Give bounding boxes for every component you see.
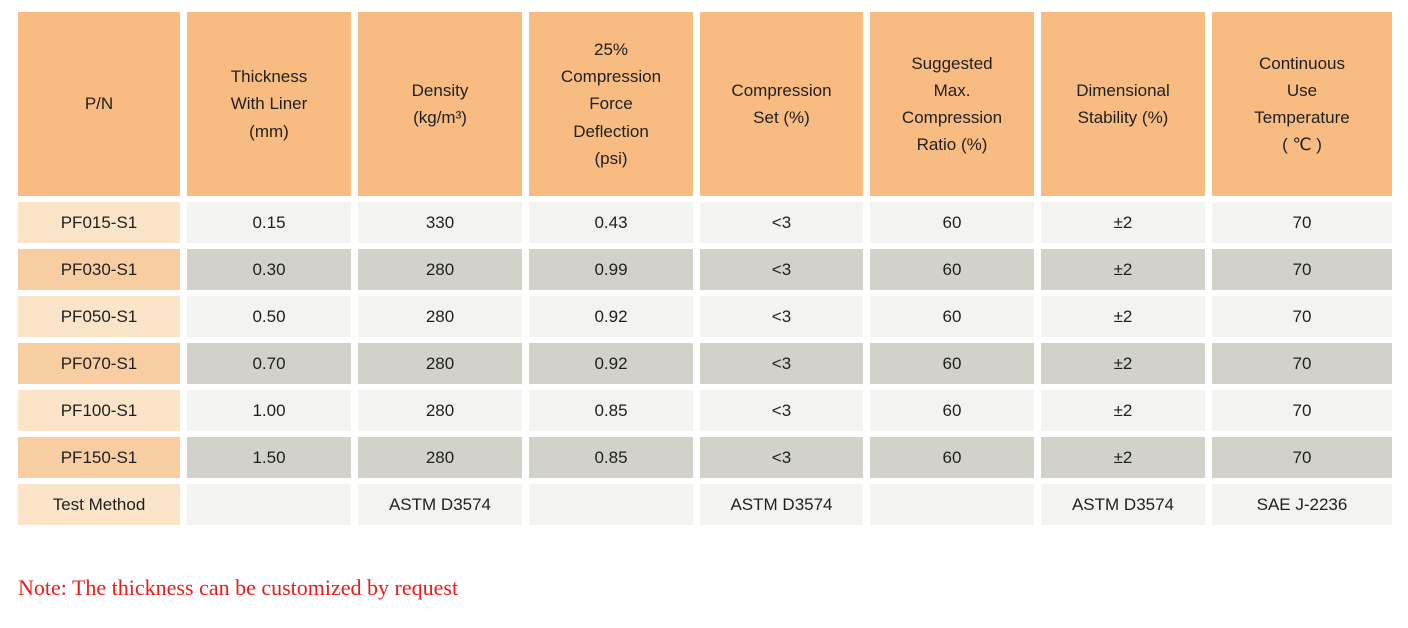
cfd-cell: 0.43: [529, 202, 693, 243]
max-compression-ratio-cell: [870, 484, 1034, 525]
cfd-cell: [529, 484, 693, 525]
table-row-pf150-s1: PF150-S1 1.50 280 0.85 <3 60 ±2 70: [18, 437, 1392, 478]
density-cell: 280: [358, 390, 522, 431]
continuous-use-temp-cell: 70: [1212, 437, 1392, 478]
dimensional-stability-cell: ±2: [1041, 390, 1205, 431]
dimensional-stability-cell: ASTM D3574: [1041, 484, 1205, 525]
thickness-cell: 0.15: [187, 202, 351, 243]
cfd-cell: 0.92: [529, 296, 693, 337]
product-spec-table: P/N Thickness With Liner (mm) Density (k…: [11, 6, 1399, 531]
dimensional-stability-cell: ±2: [1041, 202, 1205, 243]
continuous-use-temp-cell: 70: [1212, 390, 1392, 431]
thickness-cell: 0.50: [187, 296, 351, 337]
max-compression-ratio-cell: 60: [870, 249, 1034, 290]
thickness-cell: 1.50: [187, 437, 351, 478]
continuous-use-temp-cell: 70: [1212, 343, 1392, 384]
density-cell: 280: [358, 249, 522, 290]
column-header-continuous-use-temperature: Continuous Use Temperature ( ℃ ): [1212, 12, 1392, 196]
cfd-cell: 0.99: [529, 249, 693, 290]
compression-set-cell: <3: [700, 202, 863, 243]
note-text: Note: The thickness can be customized by…: [18, 575, 459, 600]
max-compression-ratio-cell: 60: [870, 390, 1034, 431]
continuous-use-temp-cell: SAE J-2236: [1212, 484, 1392, 525]
compression-set-cell: <3: [700, 390, 863, 431]
column-header-pn: P/N: [18, 12, 180, 196]
table-row-pf015-s1: PF015-S1 0.15 330 0.43 <3 60 ±2 70: [18, 202, 1392, 243]
pn-cell: PF070-S1: [18, 343, 180, 384]
compression-set-cell: <3: [700, 437, 863, 478]
thickness-cell: 0.30: [187, 249, 351, 290]
compression-set-cell: ASTM D3574: [700, 484, 863, 525]
pn-cell: PF030-S1: [18, 249, 180, 290]
compression-set-cell: <3: [700, 296, 863, 337]
dimensional-stability-cell: ±2: [1041, 296, 1205, 337]
pn-cell: Test Method: [18, 484, 180, 525]
column-header-density: Density (kg/m³): [358, 12, 522, 196]
compression-set-cell: <3: [700, 249, 863, 290]
continuous-use-temp-cell: 70: [1212, 296, 1392, 337]
max-compression-ratio-cell: 60: [870, 296, 1034, 337]
table-row-pf050-s1: PF050-S1 0.50 280 0.92 <3 60 ±2 70: [18, 296, 1392, 337]
table-row-pf100-s1: PF100-S1 1.00 280 0.85 <3 60 ±2 70: [18, 390, 1392, 431]
max-compression-ratio-cell: 60: [870, 343, 1034, 384]
pn-cell: PF150-S1: [18, 437, 180, 478]
column-header-compression-set: Compression Set (%): [700, 12, 863, 196]
column-header-compression-force-deflection: 25% Compression Force Deflection (psi): [529, 12, 693, 196]
thickness-cell: [187, 484, 351, 525]
table-row-test-method: Test Method ASTM D3574 ASTM D3574 ASTM D…: [18, 484, 1392, 525]
table-header-row: P/N Thickness With Liner (mm) Density (k…: [18, 12, 1392, 196]
cfd-cell: 0.85: [529, 437, 693, 478]
pn-cell: PF015-S1: [18, 202, 180, 243]
column-header-max-compression-ratio: Suggested Max. Compression Ratio (%): [870, 12, 1034, 196]
dimensional-stability-cell: ±2: [1041, 249, 1205, 290]
continuous-use-temp-cell: 70: [1212, 202, 1392, 243]
density-cell: 280: [358, 296, 522, 337]
cfd-cell: 0.92: [529, 343, 693, 384]
dimensional-stability-cell: ±2: [1041, 343, 1205, 384]
pn-cell: PF100-S1: [18, 390, 180, 431]
cfd-cell: 0.85: [529, 390, 693, 431]
thickness-cell: 0.70: [187, 343, 351, 384]
thickness-cell: 1.00: [187, 390, 351, 431]
density-cell: ASTM D3574: [358, 484, 522, 525]
table-row-pf030-s1: PF030-S1 0.30 280 0.99 <3 60 ±2 70: [18, 249, 1392, 290]
density-cell: 330: [358, 202, 522, 243]
dimensional-stability-cell: ±2: [1041, 437, 1205, 478]
continuous-use-temp-cell: 70: [1212, 249, 1392, 290]
density-cell: 280: [358, 343, 522, 384]
pn-cell: PF050-S1: [18, 296, 180, 337]
compression-set-cell: <3: [700, 343, 863, 384]
column-header-dimensional-stability: Dimensional Stability (%): [1041, 12, 1205, 196]
max-compression-ratio-cell: 60: [870, 437, 1034, 478]
density-cell: 280: [358, 437, 522, 478]
column-header-thickness: Thickness With Liner (mm): [187, 12, 351, 196]
max-compression-ratio-cell: 60: [870, 202, 1034, 243]
table-row-pf070-s1: PF070-S1 0.70 280 0.92 <3 60 ±2 70: [18, 343, 1392, 384]
